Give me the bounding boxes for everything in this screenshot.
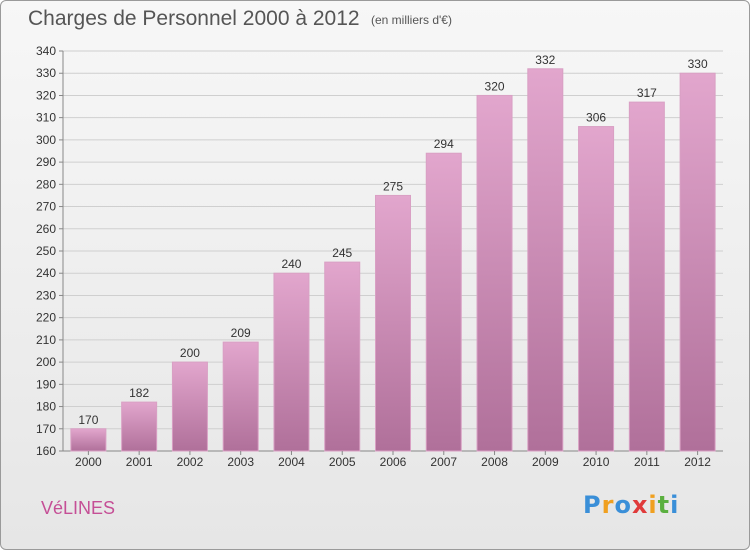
logo-letter: i <box>670 491 680 519</box>
bar-value-label: 294 <box>434 137 454 151</box>
logo-letter: P <box>583 491 602 519</box>
chart-subtitle: (en milliers d'€) <box>371 13 452 27</box>
bar <box>628 101 665 452</box>
x-tick-label: 2012 <box>684 455 711 469</box>
logo-letter: i <box>648 491 658 519</box>
bar <box>222 341 259 452</box>
bar-value-label: 306 <box>586 111 606 125</box>
bar <box>679 72 716 452</box>
bar <box>121 401 158 452</box>
bar-value-label: 200 <box>180 346 200 360</box>
x-tick-label: 2010 <box>583 455 610 469</box>
logo-letter: o <box>614 491 632 519</box>
bar-value-label: 240 <box>281 257 301 271</box>
x-tick-label: 2004 <box>278 455 305 469</box>
y-tick-label: 270 <box>36 200 56 214</box>
logo-letter: r <box>601 491 615 519</box>
y-tick-label: 180 <box>36 400 56 414</box>
bar-value-label: 332 <box>535 53 555 67</box>
y-tick-label: 210 <box>36 333 56 347</box>
bar <box>375 194 411 452</box>
x-tick-label: 2009 <box>532 455 559 469</box>
logo-letter: t <box>657 491 671 519</box>
y-tick-label: 300 <box>36 133 56 147</box>
bar-value-label: 330 <box>688 57 708 71</box>
bar <box>425 152 462 452</box>
y-tick-label: 240 <box>36 266 56 280</box>
bar-value-label: 182 <box>129 386 149 400</box>
chart-title: Charges de Personnel 2000 à 2012 <box>28 7 360 30</box>
y-tick-label: 290 <box>36 155 56 169</box>
y-tick-label: 200 <box>36 355 56 369</box>
bar-value-label: 317 <box>637 86 657 100</box>
bar <box>273 272 310 452</box>
y-tick-label: 310 <box>36 111 56 125</box>
y-tick-label: 220 <box>36 311 56 325</box>
y-tick-label: 340 <box>36 44 56 58</box>
x-tick-label: 2011 <box>634 455 660 469</box>
bar <box>70 428 107 452</box>
bar <box>476 94 513 452</box>
x-tick-label: 2007 <box>430 455 457 469</box>
y-tick-label: 330 <box>36 66 56 80</box>
bar-value-label: 275 <box>383 179 403 193</box>
y-tick-label: 230 <box>36 288 56 302</box>
y-tick-label: 170 <box>36 422 56 436</box>
x-tick-label: 2005 <box>329 455 356 469</box>
bar <box>578 126 615 452</box>
x-tick-label: 2002 <box>177 455 204 469</box>
bar-value-label: 320 <box>485 79 505 93</box>
bar <box>527 68 564 452</box>
bar <box>324 261 361 452</box>
x-tick-label: 2003 <box>227 455 254 469</box>
bar-value-label: 170 <box>78 413 98 427</box>
y-tick-label: 160 <box>36 444 56 458</box>
x-tick-label: 2000 <box>75 455 102 469</box>
y-tick-label: 260 <box>36 222 56 236</box>
city-name: VéLINES <box>41 498 116 518</box>
y-tick-label: 280 <box>36 177 56 191</box>
x-tick-label: 2001 <box>126 455 153 469</box>
bar-value-label: 209 <box>231 326 251 340</box>
x-tick-label: 2006 <box>380 455 407 469</box>
y-tick-label: 320 <box>36 88 56 102</box>
y-tick-label: 190 <box>36 377 56 391</box>
bar <box>171 361 208 452</box>
bar-value-label: 245 <box>332 246 352 260</box>
x-tick-label: 2008 <box>481 455 508 469</box>
proxiti-logo: Proxiti <box>583 491 679 519</box>
y-tick-label: 250 <box>36 244 56 258</box>
logo-letter: x <box>631 491 649 519</box>
